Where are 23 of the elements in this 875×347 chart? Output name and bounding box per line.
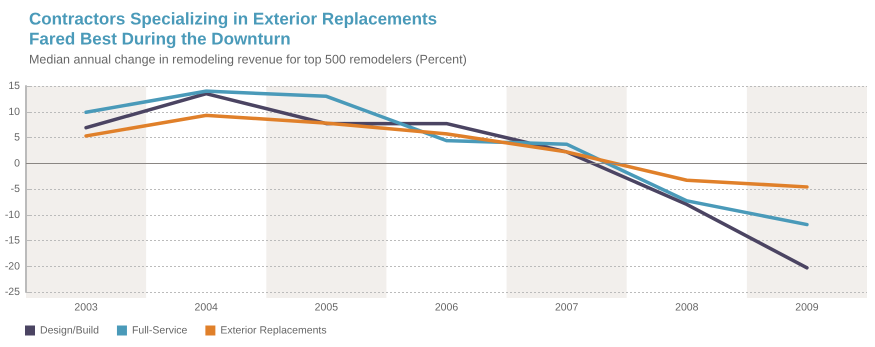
- line-series: [84, 114, 809, 189]
- chart-subtitle: Median annual change in remodeling revenue for top 500 remodelers (Percent): [29, 52, 467, 66]
- x-tick-label: 2004: [194, 302, 218, 314]
- legend-label: Design/Build: [40, 324, 100, 336]
- y-tick-label: 10: [8, 106, 20, 118]
- x-tick-label: 2009: [795, 302, 819, 314]
- y-tick-label: -10: [4, 208, 20, 221]
- chart-title: Contractors Specializing in Exterior Replacements Fared Best During the Downturn: [29, 10, 438, 48]
- y-tick-label: 15: [8, 80, 20, 92]
- line-series: [84, 89, 809, 226]
- y-tick-label: 5: [14, 132, 20, 144]
- y-tick-label: -15: [4, 234, 20, 246]
- x-tick-label: 2006: [434, 302, 458, 314]
- legend-label: Full-Service: [132, 324, 188, 336]
- y-tick-label: -5: [10, 183, 20, 195]
- y-tick-label: 0: [14, 157, 20, 170]
- y-tick-label: -20: [4, 260, 20, 272]
- x-tick-label: 2008: [675, 302, 699, 314]
- y-tick-label: -25: [4, 286, 20, 298]
- x-tick-label: 2007: [554, 302, 578, 314]
- x-tick-label: 2003: [74, 302, 98, 314]
- x-tick-label: 2005: [314, 302, 338, 314]
- legend-label: Exterior Replacements: [220, 324, 327, 336]
